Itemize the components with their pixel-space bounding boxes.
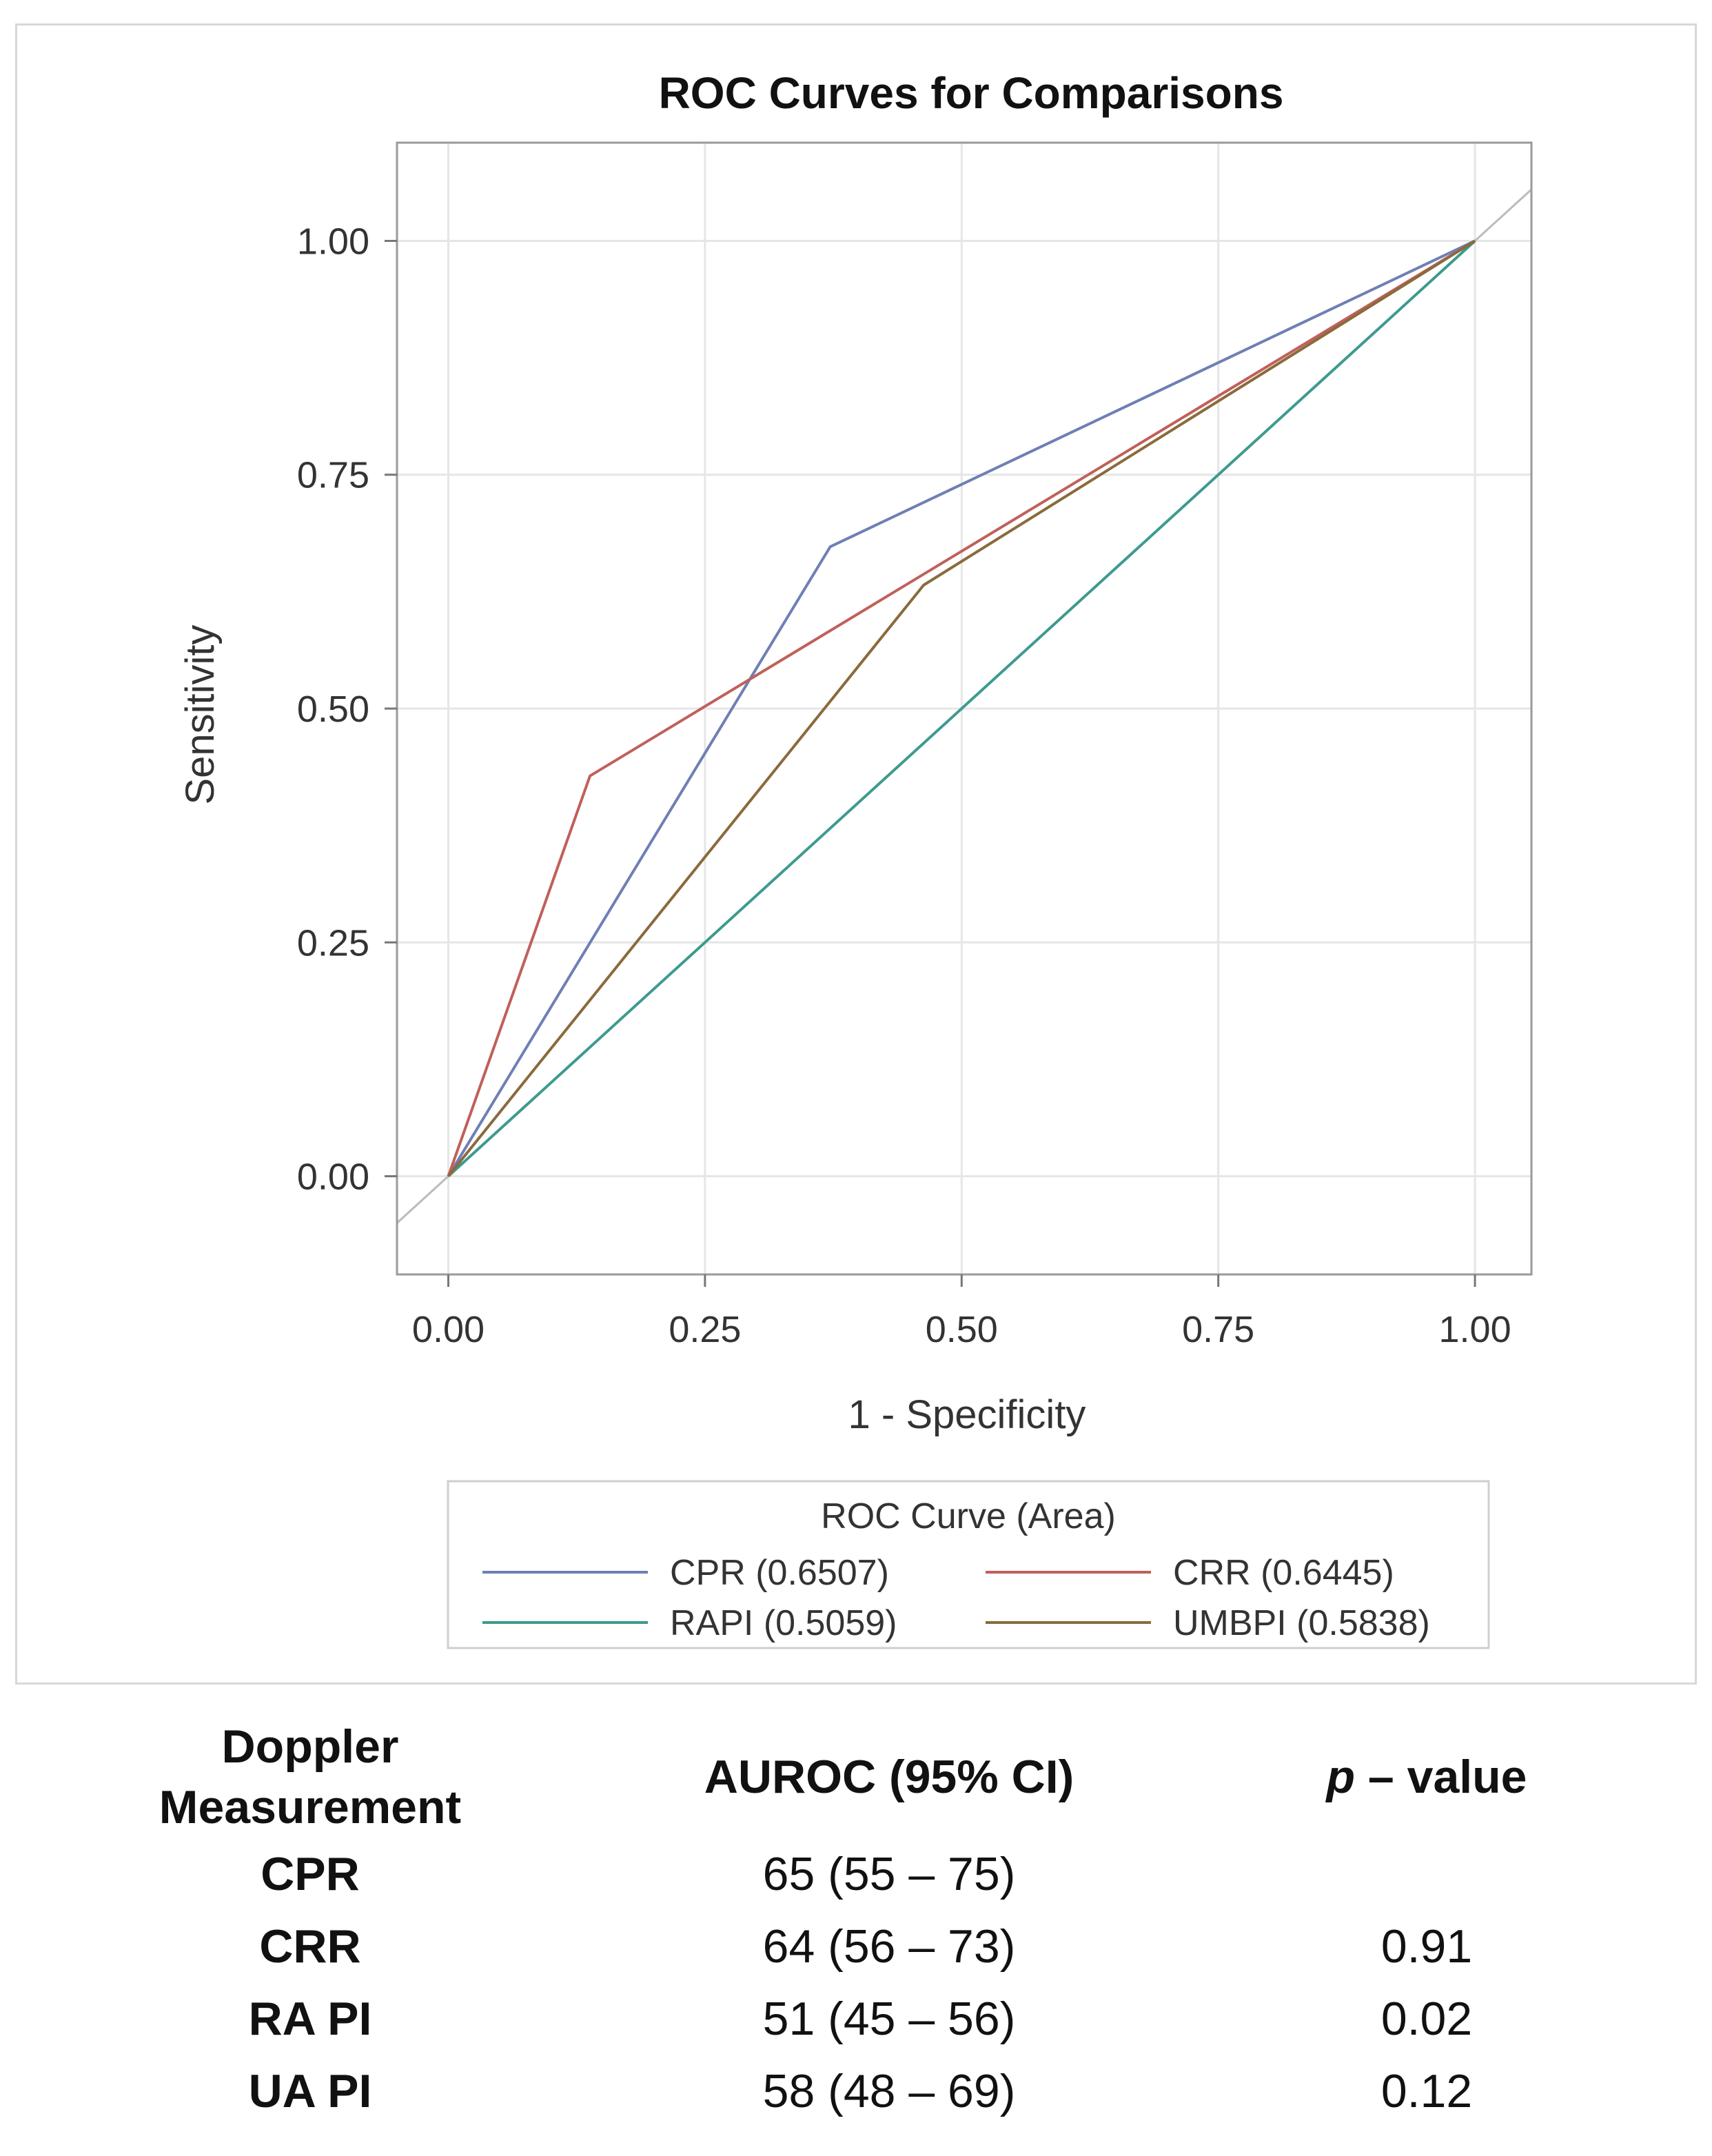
row-auroc: 65 (55 – 75) (762, 1848, 1016, 1900)
p-italic: p (1326, 1751, 1356, 1803)
y-tick-label: 0.25 (297, 922, 369, 964)
row-label: UA PI (248, 2065, 372, 2117)
series-line-crr (447, 239, 1476, 1177)
chart-title: ROC Curves for Comparisons (659, 68, 1284, 118)
row-p: 0.02 (1380, 1993, 1473, 2045)
header-auroc: AUROC (95% CI) (704, 1751, 1074, 1803)
p-rest: – value (1355, 1751, 1527, 1803)
header-line-1: Doppler (221, 1720, 399, 1773)
row-auroc: 51 (45 – 56) (762, 1993, 1016, 2045)
chart-panel: ROC Curves for Comparisons 0.00 0.25 0.50 0… (15, 23, 1697, 1685)
series-line-cpr (447, 239, 1476, 1177)
row-auroc: 58 (48 – 69) (762, 2065, 1016, 2117)
y-tick-label: 0.50 (297, 689, 369, 730)
legend-entry-label: CRR (0.6445) (1173, 1553, 1394, 1593)
header-p-value: p – value (1213, 1747, 1640, 1807)
x-tick-label: 0.00 (412, 1309, 485, 1350)
x-axis-label: 1 - Specificity (848, 1392, 1086, 1437)
row-label: CRR (259, 1920, 361, 1973)
x-tick-label: 0.75 (1182, 1309, 1254, 1350)
legend-entry-label: CPR (0.6507) (670, 1553, 889, 1593)
series-line-umbpi (447, 239, 1476, 1177)
legend-entry-label: UMBPI (0.5838) (1173, 1603, 1430, 1643)
y-tick-label: 1.00 (297, 221, 369, 262)
x-tick-label: 0.50 (926, 1309, 998, 1350)
header-line-2: Measurement (159, 1781, 462, 1833)
row-p: 0.91 (1380, 1920, 1473, 1973)
legend-entry-label: RAPI (0.5059) (670, 1603, 897, 1643)
y-axis-label: Sensitivity (178, 624, 223, 804)
y-tick-label: 0.00 (297, 1157, 369, 1198)
row-label: CPR (261, 1848, 360, 1900)
row-auroc: 64 (56 – 73) (762, 1920, 1016, 1973)
roc-chart: ROC Curves for Comparisons 0.00 0.25 0.50 0… (178, 68, 1533, 1649)
auroc-table: Doppler Measurement AUROC (95% CI) p – v… (0, 1716, 1712, 2144)
x-tick-label: 1.00 (1439, 1309, 1511, 1350)
x-tick-label: 0.25 (669, 1309, 741, 1350)
header-doppler-measurement: Doppler Measurement (96, 1716, 524, 1838)
y-tick-label: 0.75 (297, 455, 369, 496)
row-label: RA PI (248, 1993, 372, 2045)
legend-box (447, 1480, 1490, 1649)
row-p: 0.12 (1380, 2065, 1473, 2117)
series-line-rapi (447, 240, 1476, 1177)
legend-title: ROC Curve (Area) (821, 1496, 1116, 1536)
